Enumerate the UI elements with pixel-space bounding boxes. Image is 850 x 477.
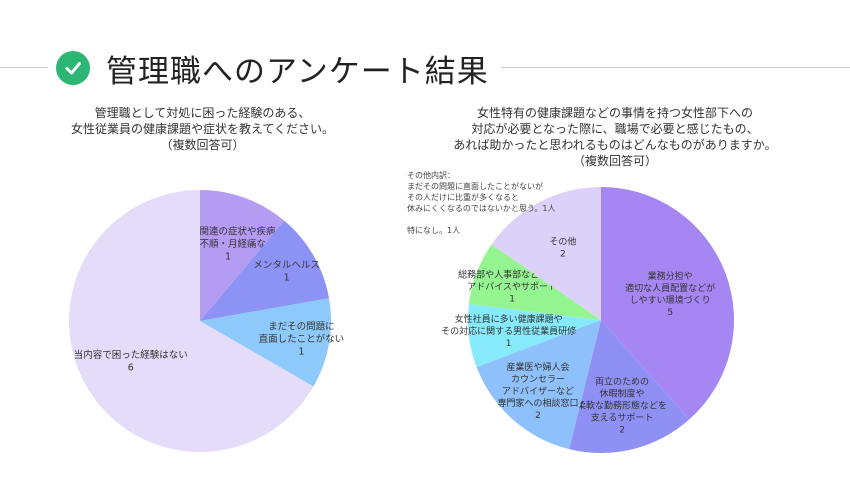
chart-2-notes: その他内訳： まだその問題に直面したことがないが その人だけに比重が多くなると …	[407, 171, 556, 235]
pie-2-slice-5-label: その他 2	[549, 235, 576, 259]
pie-2-slice-0	[601, 187, 734, 420]
pie-1-slice-0	[200, 190, 285, 321]
check-icon	[56, 51, 90, 85]
pie-2-slice-4	[468, 244, 601, 320]
pie-1-slice-3	[69, 190, 314, 452]
pie-2-slice-1	[569, 320, 690, 453]
page-header: 管理職へのアンケート結果	[48, 44, 501, 92]
pie-1-slice-2-label: まだその問題に直面したことがない 1	[259, 322, 345, 358]
pie-2-slice-3-label: 女性社員に多い健康課題やその対応に関する男性従業員研修 1	[441, 313, 576, 349]
pie-2-slice-3	[468, 303, 601, 368]
pie-2-slice-2	[476, 320, 601, 450]
pie-1-slice-2	[200, 298, 332, 387]
pie-1-slice-3-label: 当内容で困った経験はない 6	[74, 349, 188, 374]
chart-2-title: 女性特有の健康課題などの事情を持つ女性部下への 対応が必要となった際に、職場で必…	[453, 106, 777, 168]
pie-1-slice-1	[200, 220, 330, 321]
pie-2-slice-5	[491, 187, 601, 320]
pie-1-slice-1-label: メンタルヘルス 1	[253, 260, 320, 284]
pie-2-slice-1-label: 両立のための休暇制度や柔軟な勤務形態などを支えるサポート 2	[577, 375, 667, 435]
chart-1-title: 管理職として対処に困った経験のある、 女性従業員の健康課題や症状を教えてください…	[70, 106, 335, 152]
page-title: 管理職へのアンケート結果	[106, 53, 489, 90]
pie-2-slice-0-label: 業務分担や適切な人員配置などがしやすい環境づくり 5	[625, 270, 715, 318]
pie-chart-2: 業務分担や適切な人員配置などがしやすい環境づくり 5 両立のための休暇制度や柔軟な勤…	[441, 187, 734, 453]
pie-2-slice-2-label: 産業医や婦人会カウンセラーアドバイザーなど専門家への相談窓口 2	[497, 361, 578, 421]
